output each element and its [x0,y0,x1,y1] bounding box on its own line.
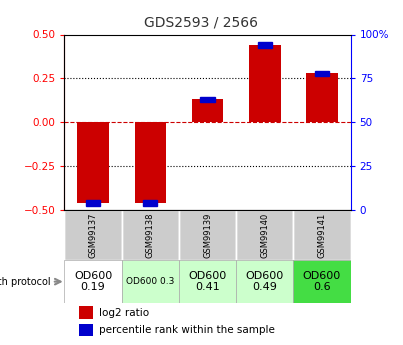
Text: OD600
0.19: OD600 0.19 [74,271,112,293]
Bar [179,260,236,303]
Text: log2 ratio: log2 ratio [99,308,149,318]
Bar [79,306,93,319]
Bar [79,324,93,336]
Text: percentile rank within the sample: percentile rank within the sample [99,325,275,335]
Bar [77,122,109,203]
Bar [179,210,236,260]
Bar [64,210,122,260]
Text: OD600
0.49: OD600 0.49 [246,271,284,293]
Bar [236,210,293,260]
Bar [293,260,351,303]
Text: growth protocol: growth protocol [0,277,50,287]
Bar [306,73,338,122]
Text: GSM99141: GSM99141 [318,213,326,258]
Text: OD600
0.41: OD600 0.41 [189,271,226,293]
Text: OD600
0.6: OD600 0.6 [303,271,341,293]
Bar [64,260,122,303]
Bar [122,260,179,303]
Text: GSM99137: GSM99137 [89,213,98,258]
Bar [200,97,215,102]
Text: GSM99138: GSM99138 [146,213,155,258]
Text: OD600 0.3: OD600 0.3 [126,277,174,286]
Bar [236,260,293,303]
Bar [258,42,272,48]
Bar [122,210,179,260]
Bar [86,200,100,206]
Text: GDS2593 / 2566: GDS2593 / 2566 [145,16,258,30]
Bar [293,210,351,260]
Bar [135,122,166,203]
Bar [143,200,158,206]
Text: GSM99140: GSM99140 [260,213,269,258]
Bar [315,70,329,76]
Bar [249,45,280,122]
Text: GSM99139: GSM99139 [203,213,212,258]
Bar [192,99,223,122]
